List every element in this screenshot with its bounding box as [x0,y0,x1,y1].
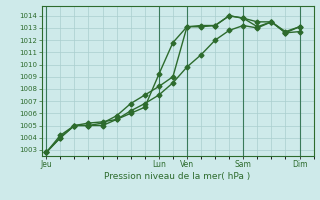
X-axis label: Pression niveau de la mer( hPa ): Pression niveau de la mer( hPa ) [104,172,251,181]
